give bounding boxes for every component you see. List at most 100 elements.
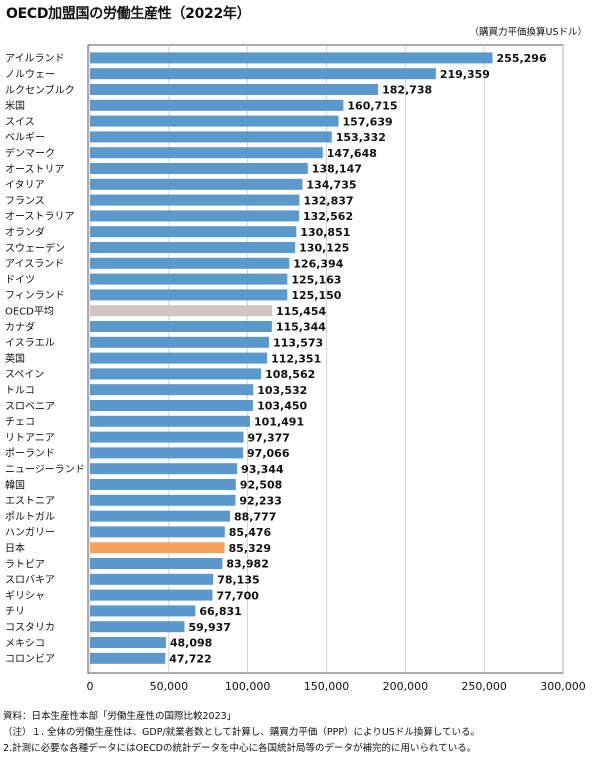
value-label: 103,532	[257, 384, 307, 397]
category-label: チリ	[5, 606, 25, 618]
value-label: 101,491	[254, 416, 304, 429]
bar	[90, 589, 213, 601]
value-label: 83,982	[226, 558, 268, 571]
category-label: メキシコ	[5, 638, 45, 649]
bar	[90, 415, 251, 427]
bar	[90, 384, 254, 396]
value-labels: 255,296 219,359 182,738 160,715 157,639 153,3…	[169, 52, 547, 665]
bar	[90, 273, 288, 285]
value-label: 78,135	[217, 574, 259, 587]
category-label: 英国	[5, 352, 25, 365]
bar	[90, 494, 236, 506]
value-label: 125,163	[291, 273, 341, 286]
bar	[90, 68, 436, 80]
value-label: 92,233	[239, 495, 281, 508]
footnote-1: （注）１. 全体の労働生産性は、GDP/就業者数として計算し、購買力平価（PPP…	[3, 727, 481, 738]
category-label: フィンランド	[5, 290, 65, 302]
footnote-2: 2.計測に必要な各種データにはOECDの統計データを中心に各国統計局等のデータが…	[3, 743, 477, 754]
value-label: 66,831	[199, 605, 241, 618]
bar	[90, 194, 300, 206]
value-label: 130,851	[300, 226, 350, 239]
unit-label: （購買力平価換算USドル）	[469, 27, 587, 38]
bar	[90, 321, 272, 332]
category-label: リトアニア	[5, 433, 55, 444]
category-label: イタリア	[5, 179, 45, 191]
category-label: ポルトガル	[5, 511, 55, 523]
category-label: スイス	[5, 117, 35, 128]
x-tick-label: 0	[87, 680, 94, 693]
bar	[90, 542, 225, 554]
bar	[90, 289, 288, 301]
bar	[90, 163, 308, 174]
value-label: 255,296	[497, 52, 547, 65]
value-label: 48,098	[170, 637, 212, 650]
category-label: 韓国	[5, 479, 25, 491]
bar	[90, 637, 166, 648]
value-label: 132,837	[303, 194, 353, 207]
category-label: スウェーデン	[5, 241, 65, 254]
value-label: 130,125	[299, 242, 349, 255]
x-tick-label: 250,000	[461, 680, 507, 693]
x-tick-label: 100,000	[225, 680, 271, 693]
value-label: 77,700	[217, 589, 260, 602]
value-label: 97,066	[247, 447, 290, 460]
value-label: 92,508	[240, 479, 282, 492]
value-label: 153,332	[336, 131, 386, 144]
bar	[90, 352, 268, 364]
value-label: 59,937	[189, 621, 231, 634]
bar	[90, 621, 185, 633]
value-label: 97,377	[248, 431, 290, 444]
category-label: スロベニア	[5, 400, 55, 412]
bar	[90, 178, 303, 190]
category-label: ポーランド	[5, 448, 55, 460]
value-label: 103,450	[257, 400, 307, 413]
bar	[90, 336, 270, 348]
value-label: 182,738	[382, 84, 432, 97]
bar	[90, 84, 379, 95]
category-label: オーストラリア	[5, 211, 75, 223]
value-label: 47,722	[169, 653, 211, 666]
category-label: デンマーク	[5, 147, 55, 160]
category-label: 日本	[5, 542, 25, 555]
category-label: ニュージーランド	[5, 464, 85, 476]
bar	[90, 463, 238, 475]
category-label: 米国	[5, 99, 25, 112]
category-label: ドイツ	[5, 275, 35, 286]
bar	[90, 99, 344, 111]
category-label: アイスランド	[5, 258, 64, 270]
value-label: 132,562	[303, 210, 353, 223]
category-label: ルクセンブルク	[5, 83, 75, 96]
value-label: 160,715	[347, 100, 397, 113]
source-note: 資料：日本生産性本部「労働生産性の国際比較2023」	[3, 711, 237, 722]
category-label: ギリシャ	[5, 590, 45, 602]
category-label: エストニア	[5, 496, 55, 507]
bar	[90, 131, 332, 143]
value-label: 138,147	[312, 163, 362, 176]
category-label: オランダ	[5, 226, 45, 239]
bar	[90, 368, 262, 380]
bars	[90, 52, 493, 664]
bar	[90, 305, 273, 317]
chart-title: OECD加盟国の労働生産性（2022年）	[6, 6, 251, 22]
category-label: ベルギー	[5, 132, 45, 144]
bar	[90, 558, 223, 569]
value-label: 219,359	[440, 68, 490, 81]
category-label: ラトビア	[5, 558, 45, 570]
x-tick-label: 50,000	[150, 680, 189, 693]
bar	[90, 115, 339, 127]
category-label: スペイン	[5, 370, 44, 381]
category-label: トルコ	[5, 386, 35, 397]
category-label: スロバキア	[5, 574, 55, 586]
value-label: 93,344	[241, 463, 284, 476]
category-label: チェコ	[5, 416, 35, 428]
value-label: 85,476	[229, 526, 272, 539]
x-tick-label: 300,000	[540, 680, 586, 693]
value-label: 126,394	[293, 258, 343, 271]
bar	[90, 226, 297, 238]
value-label: 134,735	[306, 179, 356, 192]
category-label: ノルウェー	[5, 69, 55, 81]
bar	[90, 257, 290, 269]
category-label: ハンガリー	[5, 527, 55, 539]
bar-chart: アイルランドノルウェールクセンブルク米国スイスベルギーデンマークオーストリアイタ…	[5, 44, 586, 693]
bar	[90, 510, 230, 522]
